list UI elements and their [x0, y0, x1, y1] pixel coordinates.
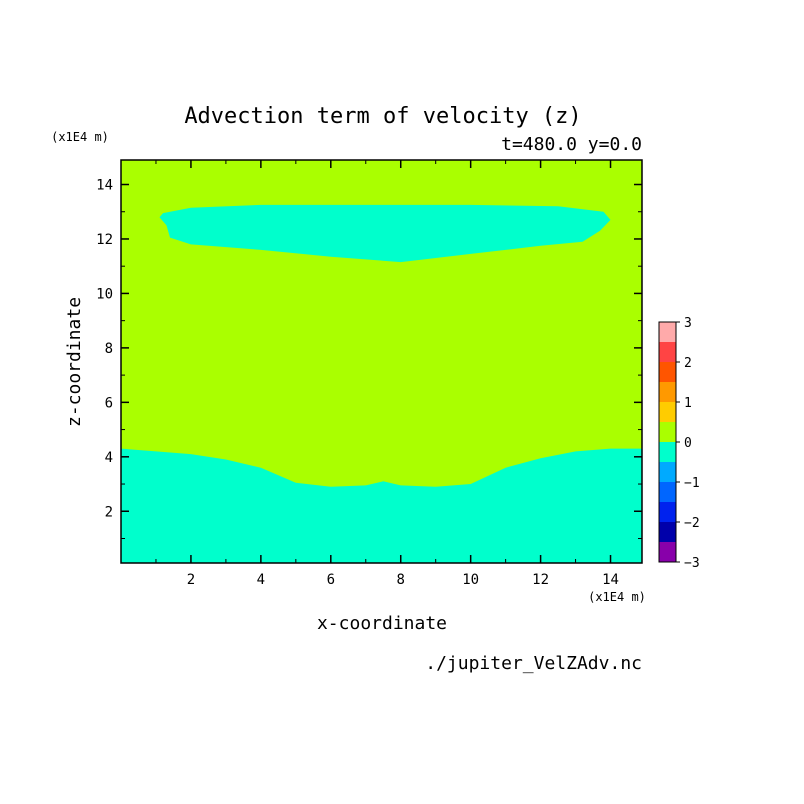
footer-filename: ./jupiter_VelZAdv.nc — [425, 653, 642, 674]
colorbar-band — [659, 442, 676, 462]
y-unit-label: (x1E4 m) — [51, 130, 109, 144]
y-tick-label: 12 — [96, 232, 113, 248]
y-tick-label: 10 — [96, 286, 113, 302]
colorbar-tick-label: −2 — [684, 516, 700, 531]
chart-title: Advection term of velocity (z) — [184, 104, 581, 129]
colorbar-tick-label: 2 — [684, 356, 692, 371]
colorbar-band — [659, 362, 676, 382]
y-tick-label: 14 — [96, 178, 113, 194]
x-tick-label: 10 — [462, 572, 479, 588]
x-tick-label: 12 — [532, 572, 549, 588]
y-tick-label: 8 — [105, 341, 113, 357]
x-tick-label: 2 — [187, 572, 195, 588]
colorbar-tick-label: 3 — [684, 316, 692, 331]
colorbar-tick-label: −3 — [684, 556, 700, 571]
x-tick-label: 4 — [257, 572, 265, 588]
colorbar-tick-label: −1 — [684, 476, 700, 491]
colorbar-tick-label: 0 — [684, 436, 692, 451]
colorbar-band — [659, 342, 676, 362]
colorbar-band — [659, 322, 676, 342]
y-tick-label: 2 — [105, 504, 113, 520]
x-axis-label: x-coordinate — [317, 613, 447, 634]
colorbar: 3 2 1 0 −1 −2 −3 — [658, 316, 700, 571]
y-axis-label: z-coordinate — [64, 297, 85, 427]
plot-frame — [120, 159, 643, 564]
colorbar-tick-label: 1 — [684, 396, 692, 411]
plot-area — [120, 159, 643, 564]
upper-negative-region — [159, 204, 611, 263]
colorbar-band — [659, 502, 676, 522]
x-tick-label: 14 — [602, 572, 619, 588]
x-unit-label: (x1E4 m) — [588, 590, 646, 604]
x-tick-label: 6 — [327, 572, 335, 588]
colorbar-band — [659, 422, 676, 442]
chart-subtitle: t=480.0 y=0.0 — [501, 134, 642, 155]
lower-negative-region — [121, 448, 642, 563]
y-tick-label: 6 — [105, 395, 113, 411]
colorbar-band — [659, 522, 676, 542]
y-tick-label: 4 — [105, 450, 113, 466]
x-tick-label: 8 — [397, 572, 405, 588]
colorbar-band — [659, 402, 676, 422]
colorbar-band — [659, 382, 676, 402]
colorbar-band — [659, 482, 676, 502]
colorbar-band — [659, 462, 676, 482]
colorbar-band — [659, 542, 676, 562]
